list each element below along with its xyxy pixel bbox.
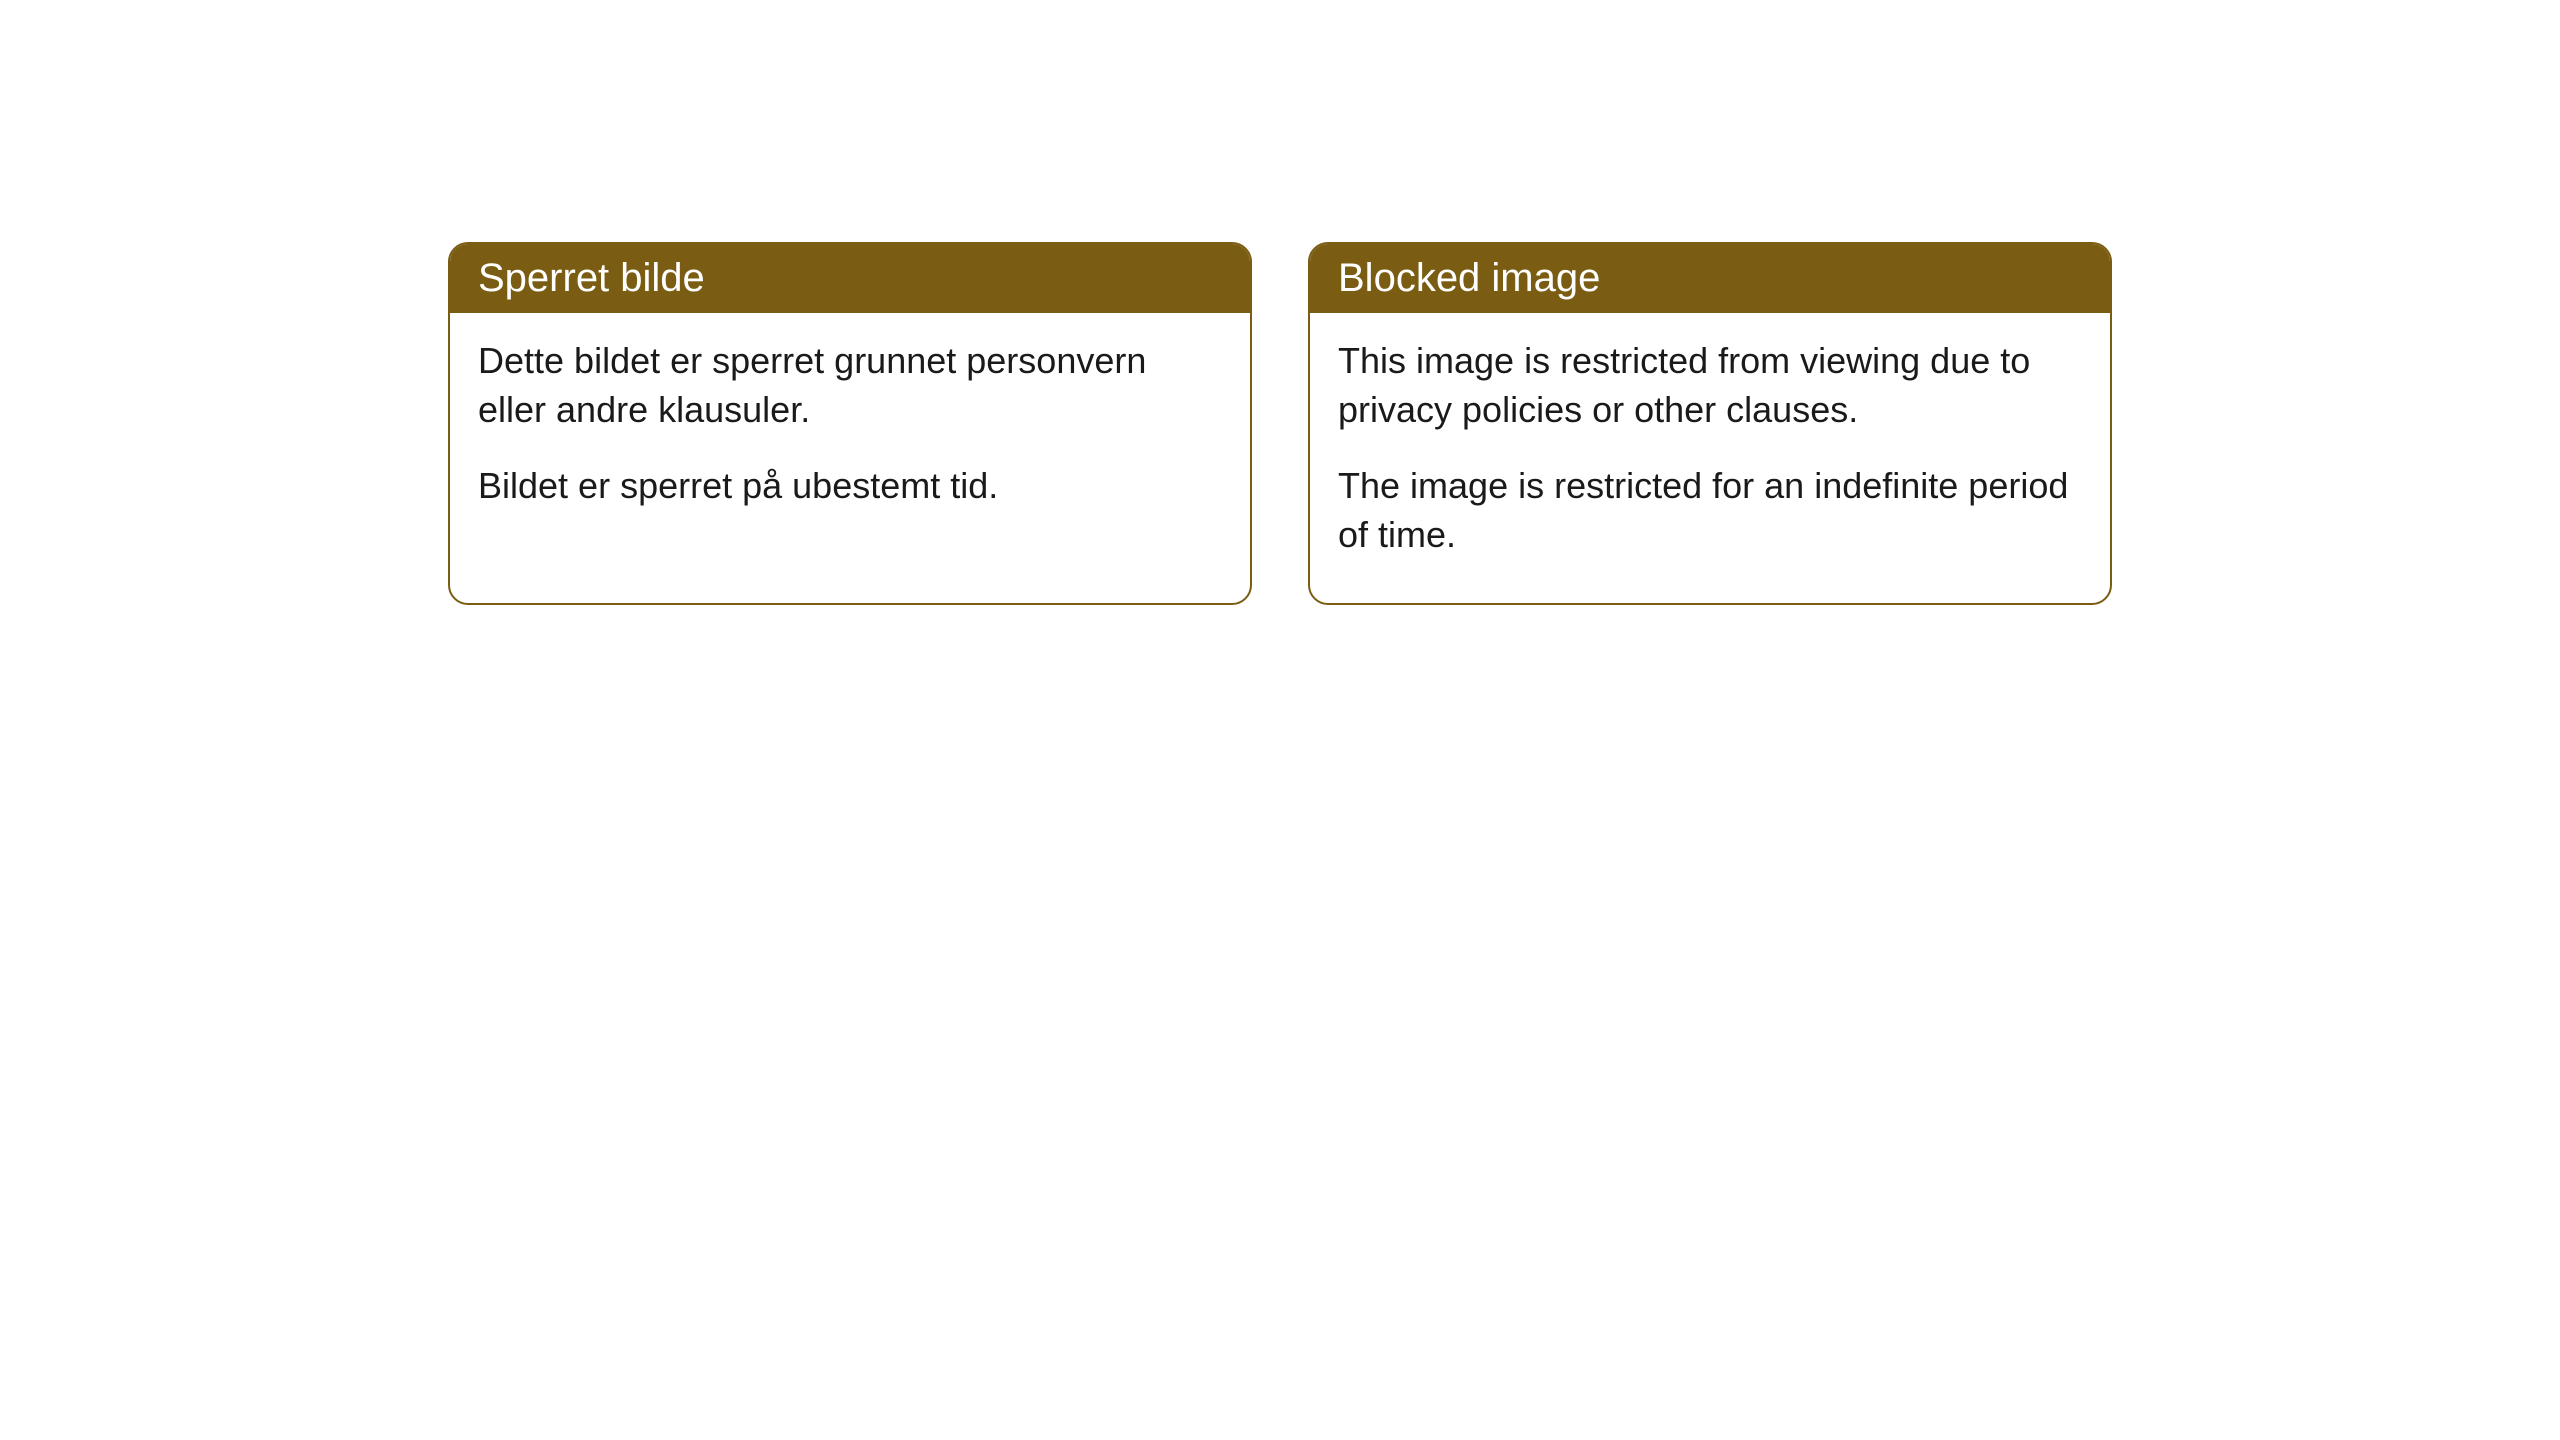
notice-card-english: Blocked image This image is restricted f…	[1308, 242, 2112, 605]
card-paragraph: This image is restricted from viewing du…	[1338, 337, 2082, 434]
card-header: Blocked image	[1310, 244, 2110, 313]
card-paragraph: The image is restricted for an indefinit…	[1338, 462, 2082, 559]
card-title: Blocked image	[1338, 256, 1600, 300]
card-body: Dette bildet er sperret grunnet personve…	[450, 313, 1250, 555]
notice-cards-container: Sperret bilde Dette bildet er sperret gr…	[448, 242, 2112, 605]
card-body: This image is restricted from viewing du…	[1310, 313, 2110, 603]
card-paragraph: Dette bildet er sperret grunnet personve…	[478, 337, 1222, 434]
card-header: Sperret bilde	[450, 244, 1250, 313]
notice-card-norwegian: Sperret bilde Dette bildet er sperret gr…	[448, 242, 1252, 605]
card-paragraph: Bildet er sperret på ubestemt tid.	[478, 462, 1222, 511]
card-title: Sperret bilde	[478, 256, 705, 300]
